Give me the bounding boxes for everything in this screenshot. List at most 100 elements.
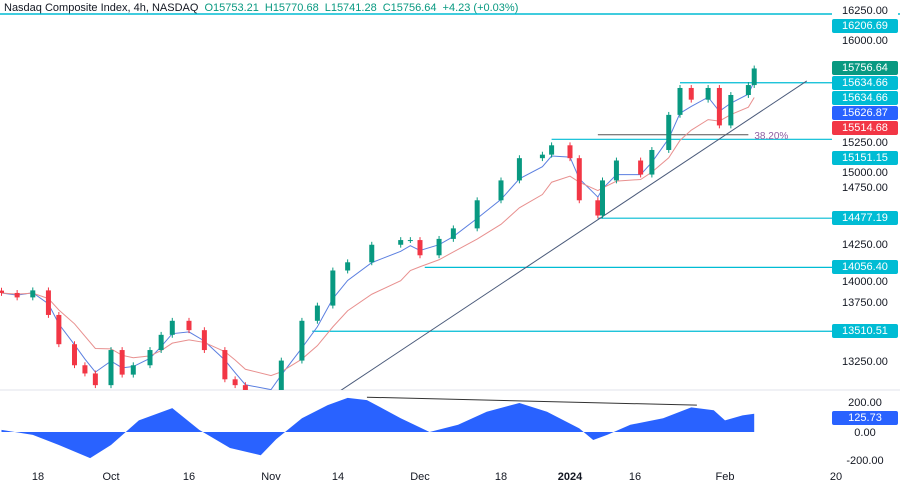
- time-axis-label: Oct: [102, 471, 120, 483]
- candle-body: [498, 180, 504, 201]
- candle-body: [222, 350, 228, 380]
- oscillator-axis-label: -200.00: [832, 454, 898, 468]
- level-tag: 13510.51: [832, 324, 898, 339]
- price-axis-label: 14250.00: [832, 237, 898, 252]
- candle-body: [186, 320, 192, 331]
- ohlc-close: C15756.64: [382, 2, 437, 14]
- candle-body: [14, 292, 20, 298]
- candle-body: [677, 87, 683, 115]
- candle-body: [82, 365, 88, 374]
- price-axis-label: 14750.00: [832, 181, 898, 196]
- time-axis-label: 14: [331, 471, 345, 483]
- time-axis-label: 18: [31, 471, 45, 483]
- candle-body: [147, 350, 153, 366]
- level-tag: 14056.40: [832, 260, 898, 275]
- candle-body: [158, 334, 164, 351]
- price-pane: 38.20%: [0, 65, 832, 397]
- candle-body: [269, 395, 274, 397]
- candle-body: [30, 290, 36, 298]
- candle-body: [666, 114, 672, 150]
- candle-body: [539, 154, 545, 159]
- price-tag: 15756.64: [832, 61, 898, 76]
- time-axis-label: 16: [628, 471, 642, 483]
- candle-body: [567, 145, 573, 159]
- candle-body: [45, 290, 51, 315]
- candle-body: [705, 87, 711, 100]
- time-axis-label: Dec: [410, 471, 430, 483]
- candle-body: [407, 240, 413, 242]
- level-tag: 15151.15: [832, 151, 898, 166]
- candle-body: [728, 94, 734, 126]
- oscillator-value-tag: 125.73: [832, 411, 898, 425]
- candle-body: [398, 240, 404, 245]
- candle-body: [595, 200, 601, 216]
- time-axis-label: Nov: [261, 471, 281, 483]
- price-tag: 15634.66: [832, 91, 898, 106]
- divergence-line: [366, 396, 697, 406]
- price-axis-label: 14000.00: [832, 275, 898, 290]
- candle-body: [716, 87, 722, 126]
- candle-body: [330, 270, 336, 306]
- time-axis-label: Feb: [715, 471, 735, 483]
- level-tag: 16206.69: [832, 18, 898, 33]
- candle-body: [242, 385, 248, 390]
- candle-body: [450, 228, 456, 239]
- candle-body: [549, 145, 555, 155]
- symbol-title: Nasdaq Composite Index, 4h, NASDAQ: [4, 2, 199, 14]
- price-tag: 15626.87: [832, 106, 898, 121]
- candle-body: [369, 244, 375, 263]
- fib-label: 38.20%: [754, 131, 788, 142]
- candle-body: [232, 379, 238, 386]
- candle-body: [56, 314, 62, 345]
- oscillator-area: [1, 397, 755, 459]
- chart-header: Nasdaq Composite Index, 4h, NASDAQ O15753…: [4, 2, 518, 14]
- candle-body: [516, 158, 522, 181]
- candle-body: [474, 200, 480, 229]
- candle-body: [169, 320, 175, 335]
- candle-body: [576, 158, 582, 201]
- price-axis-label: 15000.00: [832, 166, 898, 181]
- candle-body: [130, 365, 136, 375]
- candle-body: [299, 320, 305, 361]
- price-axis-label: 16250.00: [832, 3, 898, 18]
- candle-body: [751, 68, 757, 86]
- candle-body: [600, 180, 605, 216]
- candle-body: [345, 262, 351, 271]
- oscillator-axis-label: 200.00: [832, 396, 898, 410]
- candle-body: [613, 160, 619, 181]
- candle-body: [436, 238, 442, 256]
- trendline: [340, 80, 808, 390]
- candle-body: [688, 87, 694, 100]
- level-tag: 14477.19: [832, 211, 898, 226]
- ohlc-low: L15741.28: [324, 2, 377, 14]
- candle-body: [119, 350, 125, 375]
- slow-ma-line: [1, 97, 755, 377]
- fast-ma-line: [1, 81, 755, 390]
- ohlc-change: +4.23 (+0.03%): [442, 2, 519, 14]
- time-axis-label: 2024: [557, 471, 583, 483]
- ohlc-high: H15770.68: [264, 2, 319, 14]
- candle-body: [278, 360, 284, 390]
- time-axis-label: 18: [494, 471, 508, 483]
- candle-body: [314, 305, 320, 321]
- candle-body: [638, 160, 644, 175]
- level-tag: 15634.66: [832, 76, 898, 91]
- candle-body: [92, 373, 98, 386]
- price-axis-label: 15250.00: [832, 136, 898, 151]
- candle-body: [417, 240, 423, 256]
- time-axis-label: 16: [182, 471, 196, 483]
- oscillator-axis-label: 0.00: [832, 426, 898, 440]
- ohlc-open: O15753.21: [204, 2, 259, 14]
- time-axis-label: 20: [829, 471, 843, 483]
- price-tag: 15514.68: [832, 121, 898, 136]
- price-axis-label: 16000.00: [832, 33, 898, 48]
- price-axis-label: 13750.00: [832, 296, 898, 311]
- candle-body: [201, 330, 207, 351]
- candle-body: [0, 290, 4, 293]
- candle-body: [72, 344, 77, 366]
- price-axis-label: 13250.00: [832, 354, 898, 369]
- candle-body: [649, 149, 655, 175]
- candle-body: [108, 350, 114, 386]
- candle-body: [745, 85, 751, 95]
